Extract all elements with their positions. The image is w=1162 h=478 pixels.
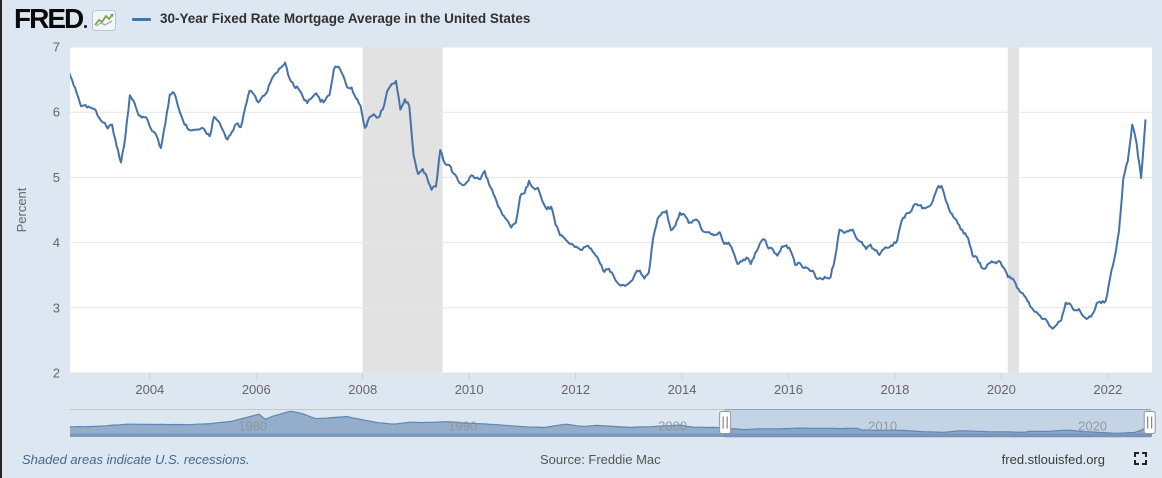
y-axis-title: Percent: [14, 187, 29, 232]
recession-band: [362, 47, 443, 373]
navigator-selection[interactable]: [724, 409, 1151, 438]
recession-band: [1007, 47, 1019, 373]
y-axis-tick-label: 5: [53, 170, 60, 185]
navigator-handle-right[interactable]: [1143, 411, 1156, 434]
site-link[interactable]: fred.stlouisfed.org: [1001, 452, 1105, 467]
chart-title: 30-Year Fixed Rate Mortgage Average in t…: [160, 11, 531, 26]
recession-note[interactable]: Shaded areas indicate U.S. recessions.: [22, 452, 250, 467]
plot-area[interactable]: [70, 47, 1152, 373]
y-axis-tick-label: 3: [53, 300, 60, 315]
fred-wordmark: FRED: [14, 3, 84, 34]
x-axis-tick-label: 2016: [774, 382, 803, 397]
fullscreen-button[interactable]: [1133, 451, 1149, 467]
x-axis-tick-label: 2008: [348, 382, 377, 397]
navigator-baseline-band: [70, 433, 1152, 437]
header: FRED 30-Year Fixed Rate Mortgage Average…: [2, 0, 1162, 40]
series-line: [70, 61, 1147, 330]
navigator-area-outline: [70, 410, 1150, 434]
x-axis-tick-label: 2022: [1093, 382, 1122, 397]
x-axis-tick-label: 2010: [455, 382, 484, 397]
y-axis-tick-label: 7: [53, 40, 60, 55]
series-legend-key[interactable]: [132, 18, 151, 21]
navigator-year-label: 2000: [658, 419, 687, 434]
y-axis-tick-label: 6: [53, 105, 60, 120]
y-axis-tick-label: 2: [53, 366, 60, 381]
x-axis-tick-label: 2006: [242, 382, 271, 397]
x-axis-tick-label: 2004: [135, 382, 164, 397]
footer: Shaded areas indicate U.S. recessions. S…: [2, 444, 1162, 478]
x-axis-tick-label: 2014: [668, 382, 697, 397]
x-axis-tick-label: 2018: [880, 382, 909, 397]
navigator-year-label: 2020: [1078, 419, 1107, 434]
navigator-year-label: 1990: [448, 419, 477, 434]
navigator-year-label: 2010: [868, 419, 897, 434]
y-axis-tick-label: 4: [53, 235, 60, 250]
trademark-dot: [84, 24, 88, 28]
fred-logo[interactable]: FRED: [14, 3, 117, 34]
fred-sparkline-icon: [92, 9, 117, 31]
x-axis-tick-label: 2020: [987, 382, 1016, 397]
navigator-year-label: 1980: [238, 419, 267, 434]
source-link[interactable]: Source: Freddie Mac: [540, 452, 661, 467]
navigator-handle-left[interactable]: [719, 411, 732, 434]
x-axis-tick-label: 2012: [561, 382, 590, 397]
